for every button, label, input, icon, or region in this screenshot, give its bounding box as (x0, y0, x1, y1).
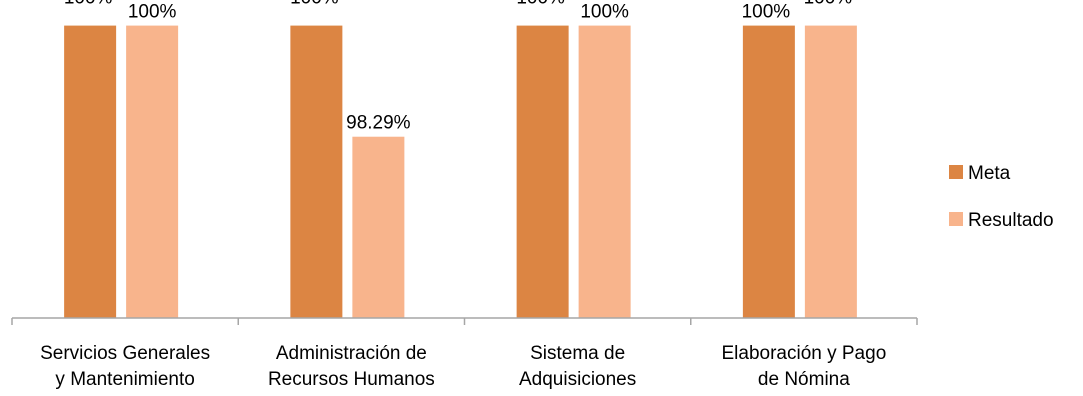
x-axis: Servicios Generales y Mantenimiento Admini… (11, 317, 918, 390)
legend-item-resultado: Resultado (949, 210, 1054, 231)
legend-swatch (949, 165, 963, 179)
legend-label: Resultado (968, 210, 1054, 231)
category-label: Sistema de Adquisiciones (519, 343, 636, 390)
bars-layer (64, 25, 857, 318)
legend-item-meta: Meta (949, 163, 1011, 184)
legend-label: Meta (968, 163, 1011, 184)
data-labels-layer: 100% 100% 100% 100% 100% 98.29% 100% 100% (64, 0, 852, 134)
legend-swatch (949, 212, 963, 226)
data-label-resultado-4: 100% (804, 0, 853, 9)
bar-meta-4 (742, 25, 795, 318)
category-label: Servicios Generales y Mantenimiento (40, 343, 210, 390)
bar-meta-2 (290, 25, 343, 318)
data-label-meta-1: 100% (64, 0, 113, 9)
bar-resultado-2 (352, 136, 405, 318)
data-label-resultado-3: 100% (580, 2, 629, 23)
data-label-meta-2: 100% (290, 0, 339, 9)
data-label-resultado-2: 98.29% (346, 113, 411, 134)
legend: Meta Resultado (949, 163, 1054, 231)
bar-resultado-1 (126, 25, 179, 318)
data-label-meta-4: 100% (742, 2, 791, 23)
bar-meta-3 (516, 25, 569, 318)
data-label-resultado-1: 100% (128, 2, 177, 23)
bar-resultado-4 (804, 25, 857, 318)
bar-resultado-3 (578, 25, 631, 318)
category-label: Elaboración y Pago de Nómina (721, 343, 886, 390)
data-label-meta-3: 100% (516, 0, 565, 9)
category-label: Administración de Recursos Humanos (268, 343, 435, 390)
bar-meta-1 (64, 25, 117, 318)
